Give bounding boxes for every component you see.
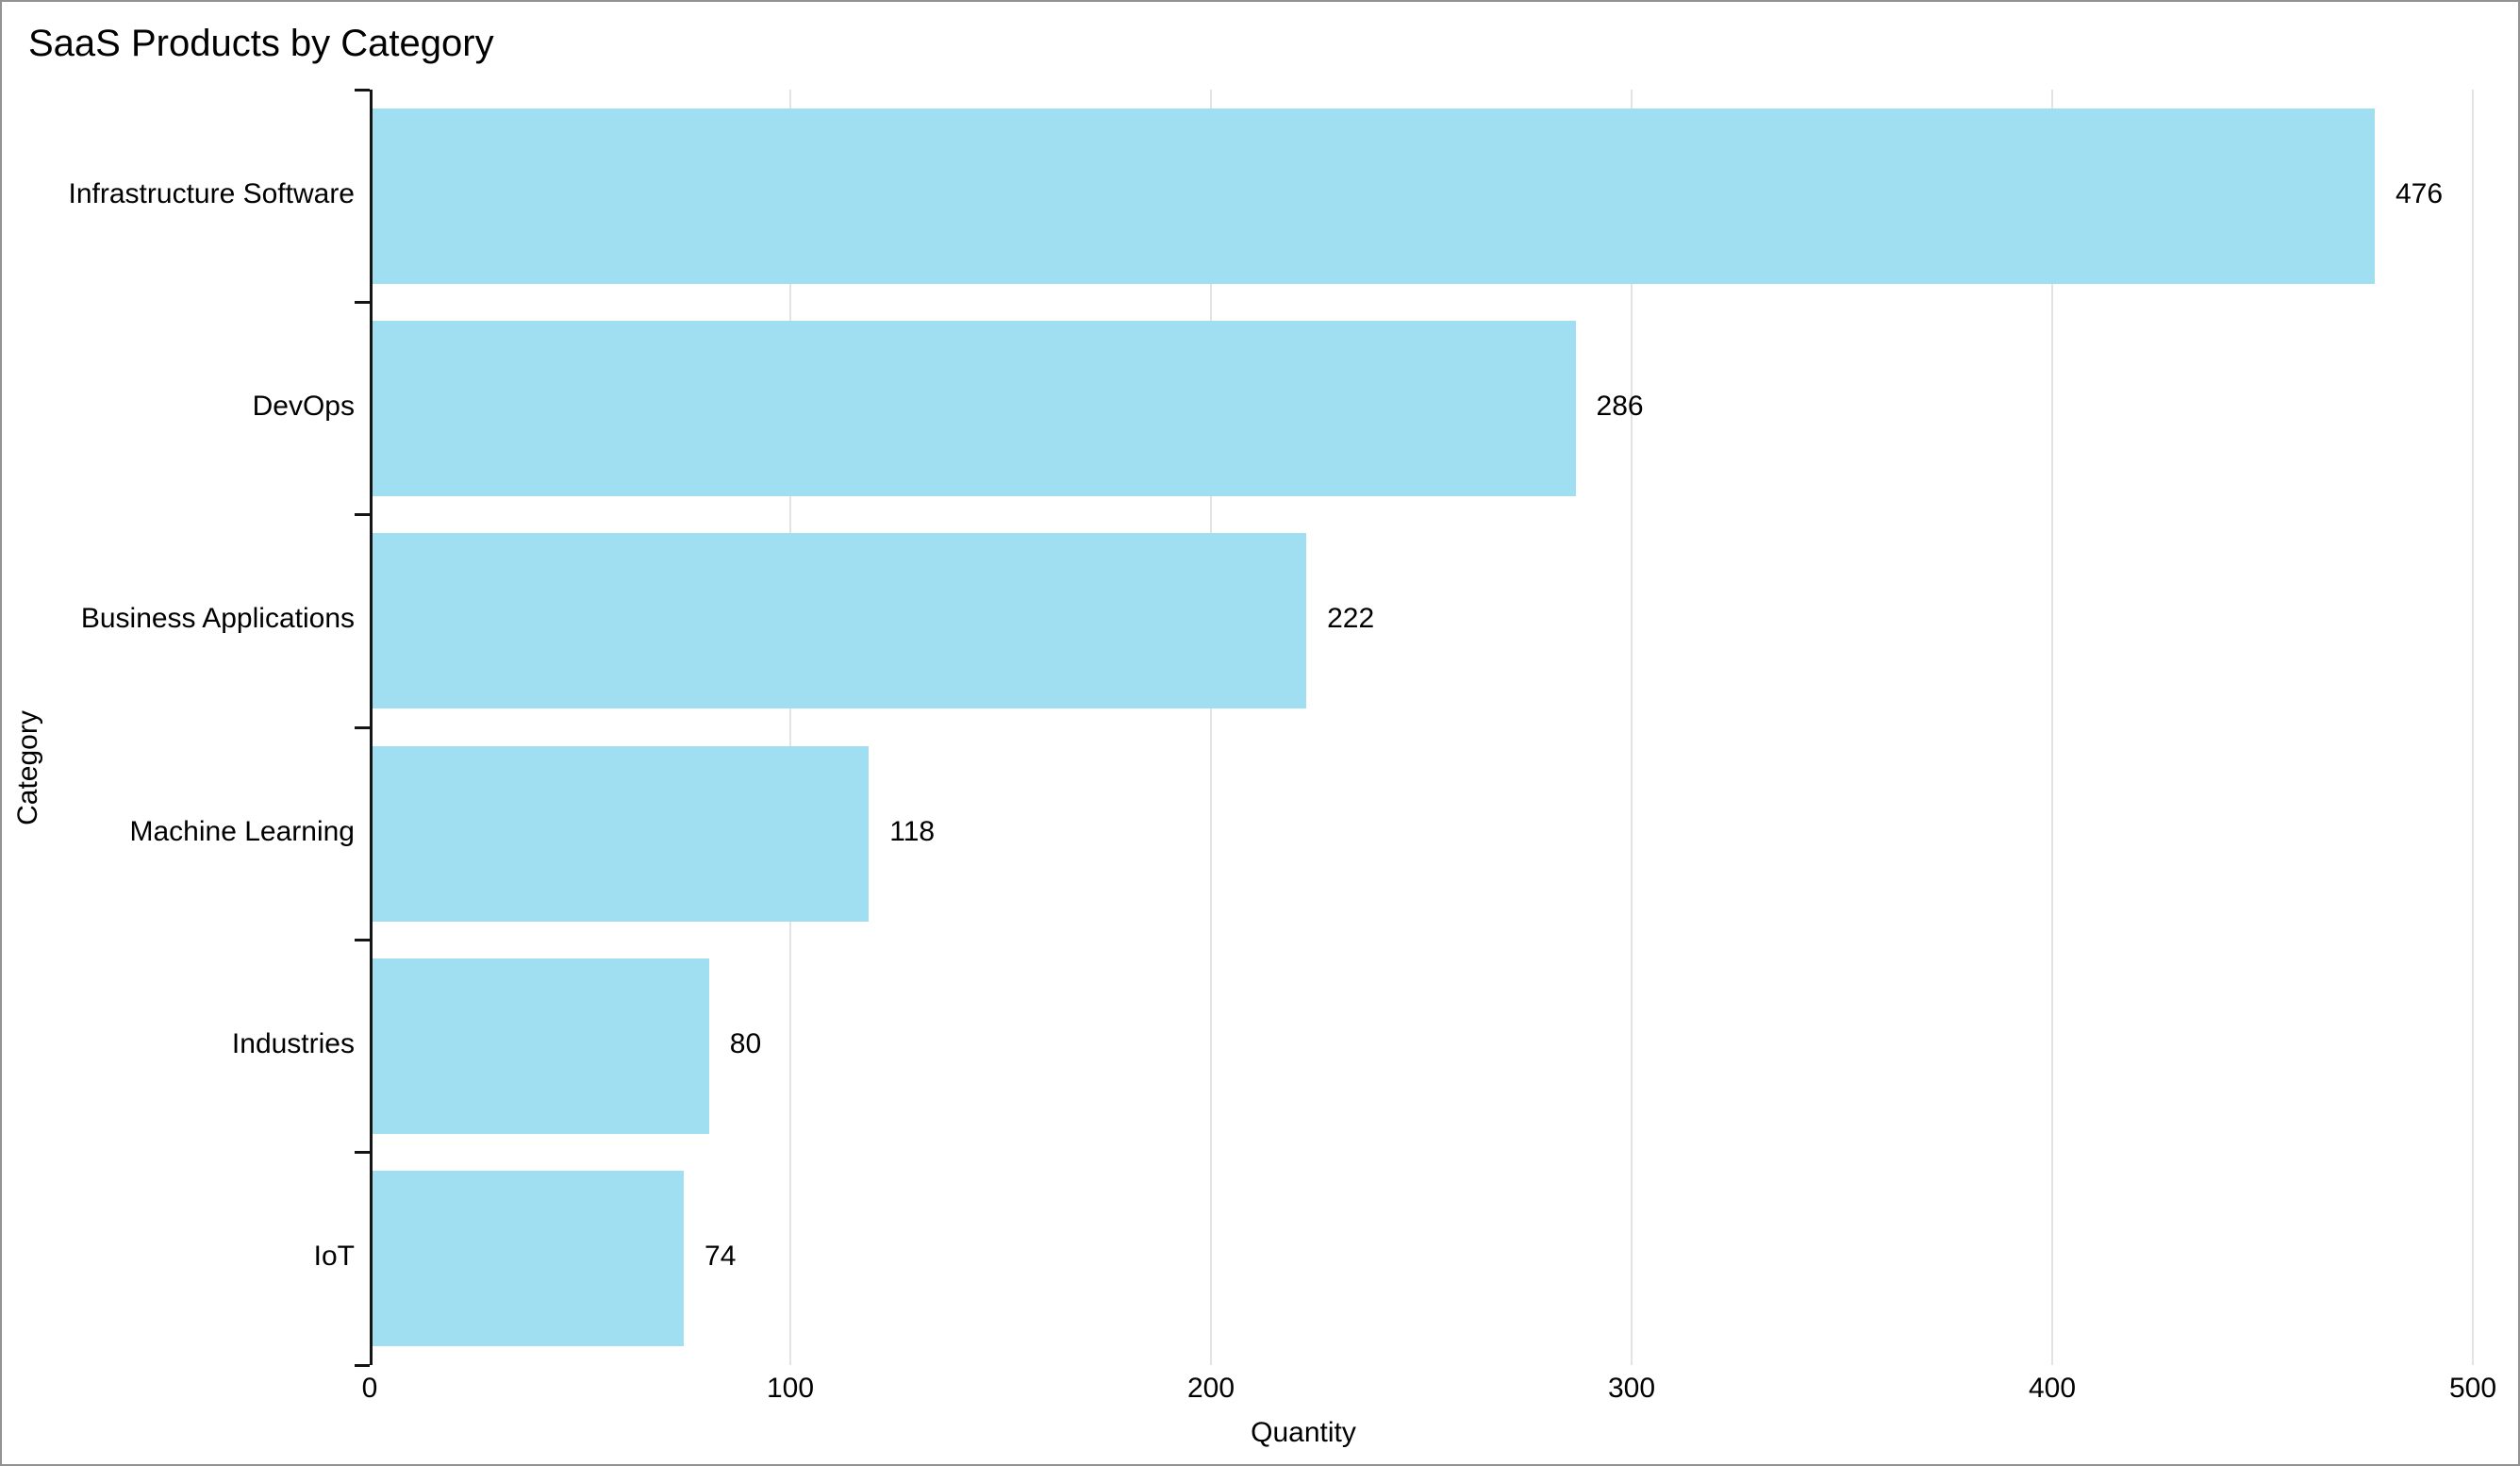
y-axis-tick — [355, 938, 370, 941]
category-label: Machine Learning — [129, 815, 356, 847]
gridline — [2051, 90, 2053, 1365]
value-label: 80 — [729, 1028, 762, 1059]
y-axis-tick — [355, 725, 370, 729]
category-label: IoT — [313, 1241, 355, 1273]
x-tick-label: 0 — [361, 1373, 378, 1404]
bar — [373, 958, 709, 1134]
category-label: DevOps — [252, 391, 355, 422]
gridline — [1210, 90, 1212, 1365]
x-tick-label: 400 — [2028, 1373, 2077, 1404]
x-tick-label: 200 — [1186, 1373, 1235, 1404]
y-axis-tick — [355, 513, 370, 517]
gridline — [1631, 90, 1633, 1365]
category-label: Industries — [231, 1028, 355, 1059]
bar — [373, 108, 2375, 284]
bar — [373, 533, 1307, 709]
y-axis-tick — [355, 1363, 370, 1367]
x-tick-label: 300 — [1607, 1373, 1656, 1404]
value-label: 222 — [1327, 603, 1375, 635]
value-label: 74 — [705, 1241, 737, 1273]
value-label: 476 — [2395, 177, 2444, 209]
x-tick-label: 100 — [766, 1373, 815, 1404]
chart-title: SaaS Products by Category — [28, 23, 494, 64]
category-label: Infrastructure Software — [68, 177, 355, 209]
gridline — [2472, 90, 2474, 1365]
bar — [373, 1171, 685, 1347]
category-label: Business Applications — [80, 603, 355, 635]
y-axis-tick — [355, 88, 370, 92]
y-axis-tick — [355, 1151, 370, 1155]
gridline — [789, 90, 791, 1365]
y-axis-line — [370, 90, 373, 1365]
x-tick-label: 500 — [2448, 1373, 2497, 1404]
y-axis-tick — [355, 300, 370, 304]
value-label: 118 — [889, 815, 936, 847]
value-label: 286 — [1596, 391, 1644, 422]
bar — [373, 321, 1576, 496]
bar — [373, 745, 870, 922]
x-axis-title: Quantity — [1251, 1417, 1356, 1448]
